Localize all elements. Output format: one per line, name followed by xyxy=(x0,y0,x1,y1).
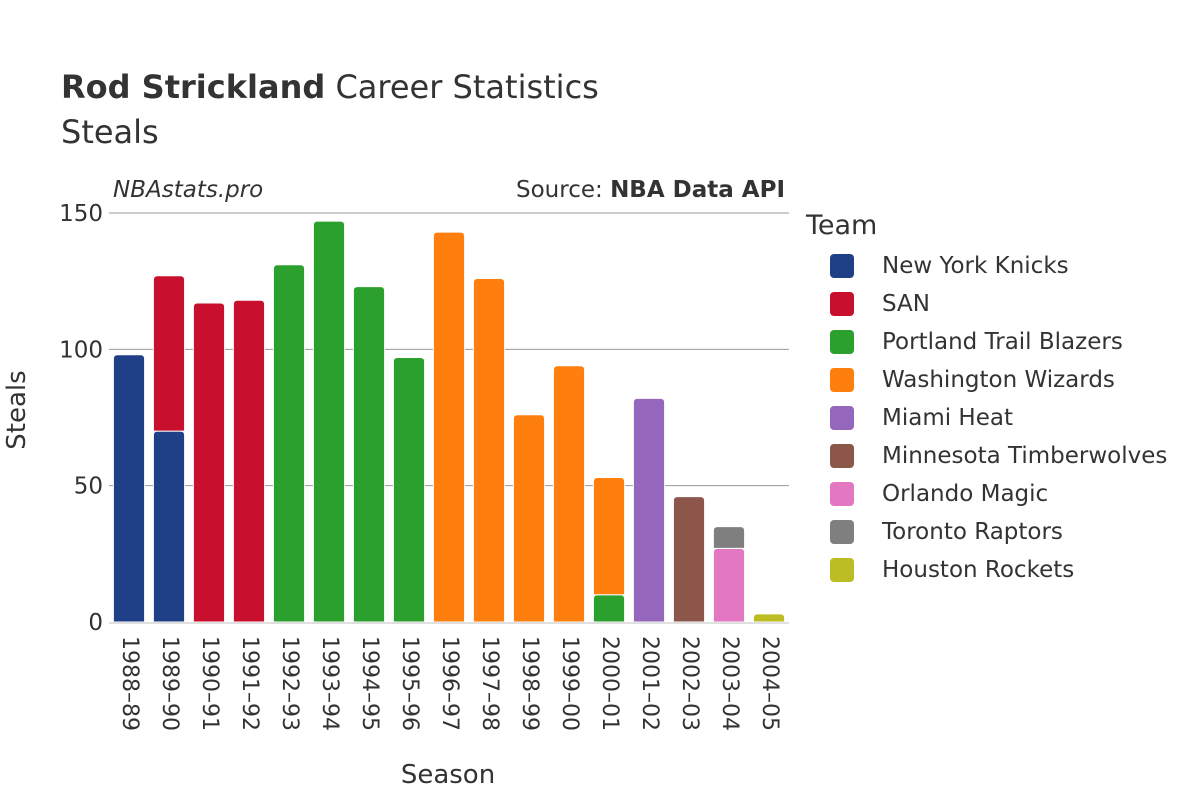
x-tick-label: 2001–02 xyxy=(637,636,662,731)
x-axis-label: Season xyxy=(400,760,496,790)
x-tick-label: 2004–05 xyxy=(757,636,782,731)
source-prefix: Source: xyxy=(516,177,611,203)
legend-item[interactable]: Toronto Raptors xyxy=(830,513,1063,551)
bar-segment xyxy=(152,275,186,432)
legend-swatch xyxy=(830,330,854,354)
legend-swatch xyxy=(830,482,854,506)
bar-segment xyxy=(712,526,746,549)
x-tick-label: 1999–00 xyxy=(557,636,582,731)
legend-swatch xyxy=(830,368,854,392)
bar-segment xyxy=(552,365,586,623)
bar-segment xyxy=(192,302,226,623)
legend-label: Miami Heat xyxy=(882,405,1013,431)
legend-swatch xyxy=(830,558,854,582)
bar-segment xyxy=(592,476,626,596)
legend-swatch xyxy=(830,406,854,430)
legend-swatch xyxy=(830,254,854,278)
chart-subtitle: Steals xyxy=(61,113,159,151)
legend-label: New York Knicks xyxy=(882,253,1069,279)
player-name: Rod Strickland xyxy=(61,68,326,106)
legend-label: SAN xyxy=(882,291,930,317)
bar-segment xyxy=(752,613,786,623)
legend-label: Washington Wizards xyxy=(882,367,1115,393)
bar-segment xyxy=(472,277,506,623)
legend-item[interactable]: Portland Trail Blazers xyxy=(830,323,1123,361)
x-tick-label: 1997–98 xyxy=(477,636,502,731)
legend-title: Team xyxy=(806,210,878,241)
legend-item[interactable]: Houston Rockets xyxy=(830,551,1074,589)
bar-segment xyxy=(592,594,626,623)
legend-item[interactable]: Minnesota Timberwolves xyxy=(830,437,1167,475)
legend-label: Portland Trail Blazers xyxy=(882,329,1123,355)
x-tick-label: 1996–97 xyxy=(437,636,462,731)
legend-swatch xyxy=(830,292,854,316)
legend-swatch xyxy=(830,444,854,468)
bar-segment xyxy=(112,354,146,623)
legend-label: Houston Rockets xyxy=(882,557,1075,583)
title-suffix: Career Statistics xyxy=(335,68,599,106)
x-tick-label: 2003–04 xyxy=(717,636,742,731)
legend-label: Toronto Raptors xyxy=(882,519,1063,545)
bar-segment xyxy=(352,286,386,623)
legend-label: Orlando Magic xyxy=(882,481,1049,507)
y-tick-label: 100 xyxy=(59,337,103,363)
legend-swatch xyxy=(830,520,854,544)
y-tick-label: 0 xyxy=(88,610,103,636)
legend-label: Minnesota Timberwolves xyxy=(882,443,1168,469)
legend-item[interactable]: Orlando Magic xyxy=(830,475,1048,513)
bar-segment xyxy=(272,264,306,623)
x-tick-label: 1988–89 xyxy=(117,636,142,731)
x-tick-label: 1998–99 xyxy=(517,636,542,731)
source-credit: Source: NBA Data API xyxy=(516,177,785,203)
x-tick-label: 1994–95 xyxy=(357,636,382,731)
x-tick-label: 1989–90 xyxy=(157,636,182,731)
legend-item[interactable]: New York Knicks xyxy=(830,247,1069,285)
watermark: NBAstats.pro xyxy=(113,177,264,203)
x-tick-label: 2002–03 xyxy=(677,636,702,731)
bar-segment xyxy=(672,496,706,623)
bar-segment xyxy=(312,220,346,623)
y-tick-label: 50 xyxy=(74,474,103,500)
legend-item[interactable]: Washington Wizards xyxy=(830,361,1115,399)
x-tick-label: 1991–92 xyxy=(237,636,262,731)
x-tick-label: 1990–91 xyxy=(197,636,222,731)
legend-item[interactable]: SAN xyxy=(830,285,930,323)
chart-title: Rod Strickland Career Statistics xyxy=(61,68,599,106)
bar-segment xyxy=(632,397,666,623)
bar-segment xyxy=(232,299,266,623)
x-tick-label: 1995–96 xyxy=(397,636,422,731)
x-tick-label: 2000–01 xyxy=(597,636,622,731)
bar-segment xyxy=(392,357,426,623)
bar-segment xyxy=(432,231,466,623)
bar-segment xyxy=(512,414,546,623)
bar-segment xyxy=(712,547,746,623)
y-tick-label: 150 xyxy=(59,201,103,227)
source-name: NBA Data API xyxy=(610,177,785,203)
y-axis-label: Steals xyxy=(2,370,32,450)
bar-segment xyxy=(152,430,186,623)
legend-item[interactable]: Miami Heat xyxy=(830,399,1013,437)
x-tick-label: 1992–93 xyxy=(277,636,302,731)
x-tick-label: 1993–94 xyxy=(317,636,342,731)
